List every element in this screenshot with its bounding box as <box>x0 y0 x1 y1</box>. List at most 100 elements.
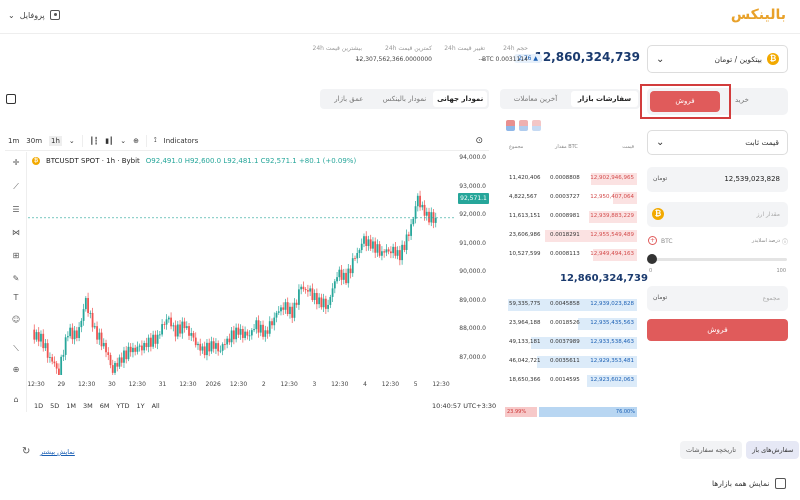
candle-body <box>345 272 347 284</box>
range-1y[interactable]: 1Y <box>136 402 145 410</box>
interval-30m[interactable]: 30m <box>26 136 43 145</box>
market-selector[interactable]: ⌄ بیتکوین / تومان ₿ <box>647 45 788 73</box>
tab-market-orders[interactable]: سفارشات بازار <box>571 91 638 107</box>
candle-body <box>64 337 67 355</box>
ask-price: 12,939,883,229 <box>590 213 634 219</box>
chevron-down-icon[interactable]: ⌄ <box>120 136 127 145</box>
candle-body <box>75 330 78 339</box>
trendline-icon[interactable]: ⟋ <box>13 182 19 191</box>
all-markets-checkbox[interactable] <box>775 478 787 489</box>
logo[interactable]: بالینکس <box>730 7 786 23</box>
candle-body <box>60 356 63 375</box>
crosshair-icon[interactable]: ✛ <box>12 158 20 167</box>
emoji-icon[interactable]: ☺ <box>11 315 21 324</box>
stat-change-label: تغییر قیمت 24h <box>444 45 485 52</box>
slider-track[interactable] <box>651 258 787 261</box>
bid-amount: 0.0018526 <box>550 320 580 326</box>
ask-total: 10,527,599 <box>509 251 541 257</box>
interval-1m[interactable]: 1m <box>8 136 20 145</box>
time-axis-label: 12:30 <box>179 381 197 388</box>
ask-row[interactable]: 11,420,406 0.0008808 12,902,946,965 <box>505 172 637 186</box>
bid-row[interactable]: 23,964,188 0.0018526 12,935,435,563 <box>505 317 637 331</box>
fullscreen-icon[interactable] <box>6 94 16 104</box>
ruler-icon[interactable]: ⟍ <box>13 344 19 353</box>
candle-body <box>149 337 152 347</box>
time-axis: 12:30 29 12:30 30 12:30 31 12:30 2026 12:30 2 12:3… <box>27 381 454 391</box>
candle-body <box>219 350 222 352</box>
amount-field[interactable]: ₿ مقدار ارز <box>647 202 788 227</box>
stat-volume: حجم 24h BTC 0.0031114 <box>482 45 528 63</box>
bar-style-icon[interactable]: ┃┇ <box>89 136 99 145</box>
buy-tab[interactable]: خرید <box>735 96 749 104</box>
ask-row[interactable]: 10,527,599 0.0008113 12,949,494,163 <box>505 248 637 262</box>
header-price: قیمت <box>622 144 634 150</box>
slider-knob[interactable] <box>647 254 657 264</box>
ask-row[interactable]: 11,613,151 0.0008981 12,939,883,229 <box>505 210 637 224</box>
ask-row[interactable]: 23,606,986 0.0018291 12,955,549,489 <box>505 229 637 243</box>
total-field[interactable]: تومان مجموع <box>647 286 788 311</box>
bid-row[interactable]: 46,042,721 0.0035611 12,929,353,481 <box>505 355 637 369</box>
bid-price: 12,939,023,828 <box>590 301 634 307</box>
camera-icon[interactable]: ⊙ <box>475 135 483 146</box>
sell-submit-button[interactable]: فروش <box>647 319 788 341</box>
price-field[interactable]: تومان 12,539,023,828 <box>647 167 788 192</box>
sell-tab-highlight <box>640 84 731 119</box>
tab-open-orders[interactable]: سفارش‌های باز <box>746 441 800 459</box>
profile-menu[interactable]: ⌄ پروفایل <box>8 10 60 20</box>
sell-tab[interactable]: فروش <box>650 91 720 112</box>
tab-last-trades[interactable]: آخرین معاملات <box>513 95 558 103</box>
ask-row[interactable]: 4,822,567 0.0003727 12,950,407,064 <box>505 191 637 205</box>
percent-slider[interactable]: + BTC درصد اسلایدر ⓘ 0 100 <box>647 236 788 276</box>
candle-body <box>152 334 155 347</box>
bitcoin-icon: ₿ <box>32 157 40 165</box>
orderbook-buys-icon[interactable] <box>532 120 541 131</box>
candle-body <box>53 361 56 364</box>
candle-body <box>313 292 316 300</box>
show-more-link[interactable]: نمایش بیشتر <box>40 448 75 456</box>
candle-body <box>208 342 211 352</box>
text-icon[interactable]: T <box>13 293 19 302</box>
range-1m[interactable]: 1M <box>66 402 77 410</box>
slider-plus-icon[interactable]: + <box>648 236 657 245</box>
range-ytd[interactable]: YTD <box>116 402 130 410</box>
bid-price: 12,923,602,063 <box>590 377 634 383</box>
tab-market-depth[interactable]: عمق بازار <box>334 95 364 103</box>
tab-balinex-chart[interactable]: نمودار بالینکس <box>382 95 427 103</box>
bid-row[interactable]: 49,133,181 0.0037989 12,933,538,463 <box>505 336 637 350</box>
orderbook-sells-icon[interactable] <box>519 120 528 131</box>
interval-1h[interactable]: 1h <box>49 135 62 146</box>
order-type-select[interactable]: ⌄ قیمت ثابت <box>647 130 788 155</box>
range-6m[interactable]: 6M <box>99 402 110 410</box>
range-1d[interactable]: 1D <box>34 402 44 410</box>
orderbook-both-icon[interactable] <box>506 120 515 131</box>
forecast-icon[interactable]: ⊞ <box>12 251 20 260</box>
range-all[interactable]: All <box>151 402 160 410</box>
chevron-down-icon[interactable]: ⌄ <box>68 136 75 145</box>
all-markets-label: نمایش همه بازارها <box>712 479 770 488</box>
bid-row[interactable]: 18,650,366 0.0014595 12,923,602,063 <box>505 374 637 388</box>
chart-clock[interactable]: 10:40:57 UTC+3:30 <box>432 402 497 410</box>
all-markets-toggle[interactable]: نمایش همه بازارها <box>712 478 787 489</box>
candlestick-chart[interactable] <box>28 170 454 375</box>
candle-body <box>241 329 244 338</box>
range-5d[interactable]: 5D <box>50 402 60 410</box>
add-icon[interactable]: ⊕ <box>133 136 140 145</box>
candle-body <box>87 298 89 314</box>
ask-total: 11,420,406 <box>509 175 541 181</box>
ratio-buy: 76.00% <box>539 407 637 417</box>
tab-order-history[interactable]: تاریخچه سفارشات <box>680 441 743 459</box>
bid-row[interactable]: 59,335,775 0.0045858 12,939,023,828 <box>505 298 637 312</box>
zoom-icon[interactable]: ⊕ <box>12 365 20 374</box>
indicators-button[interactable]: Indicators <box>163 136 199 145</box>
pattern-icon[interactable]: ⋈ <box>12 228 20 237</box>
brush-icon[interactable]: ✎ <box>12 274 20 283</box>
candles-icon[interactable]: ▮┃ <box>105 136 114 145</box>
candle-body <box>51 357 54 362</box>
tab-global-chart[interactable]: نمودار جهانی <box>433 91 487 107</box>
lock-icon[interactable]: ⌂ <box>13 395 19 404</box>
indicators-icon[interactable]: ⟟ <box>154 136 157 144</box>
range-3m[interactable]: 3M <box>83 402 93 410</box>
refresh-icon[interactable]: ↻ <box>22 446 31 457</box>
fib-icon[interactable]: ☰ <box>12 205 20 214</box>
candle-body <box>340 269 343 280</box>
